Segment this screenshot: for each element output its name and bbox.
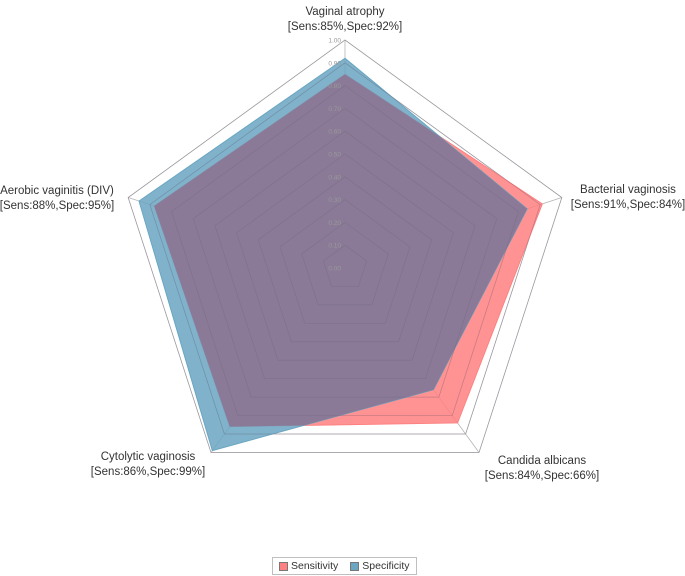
tick-label: 0.30 bbox=[328, 197, 341, 204]
tick-label: 0.00 bbox=[328, 266, 341, 273]
grid-ring bbox=[127, 39, 563, 453]
category-label-cytolytic-vaginosis: Cytolytic vaginosis bbox=[101, 451, 196, 463]
grid-ring-overlay bbox=[127, 39, 563, 453]
tick-label: 0.70 bbox=[328, 106, 341, 113]
grid-ring-overlay bbox=[192, 107, 498, 398]
legend-item-specificity: Specificity bbox=[350, 560, 410, 572]
tick-label: 0.90 bbox=[328, 60, 341, 67]
category-label-vaginal-atrophy: Vaginal atrophy bbox=[305, 6, 384, 18]
legend-swatch-specificity bbox=[350, 561, 360, 571]
series-overlap-area bbox=[154, 74, 528, 427]
grid-ring-overlay bbox=[301, 221, 389, 306]
grid-ring-overlay bbox=[279, 199, 411, 324]
tick-label: 0.20 bbox=[328, 220, 341, 227]
category-label-bacterial-vaginosis: Bacterial vaginosis bbox=[580, 184, 676, 196]
category-label-candida-albicans: Candida albicans bbox=[498, 455, 586, 467]
category-stats-aerobic-vaginitis-div: [Sens:88%,Spec:95%] bbox=[0, 200, 114, 212]
tick-label: 0.50 bbox=[328, 152, 341, 159]
grid-ring-overlay bbox=[171, 85, 519, 416]
category-stats-vaginal-atrophy: [Sens:85%,Spec:92%] bbox=[288, 21, 402, 33]
tick-label: 0.80 bbox=[328, 83, 341, 90]
tick-label: 1.00 bbox=[328, 38, 341, 45]
radial-tick-labels: 0.00 0.10 0.20 0.30 0.40 0.50 0.60 0.70 0.80 0.90… bbox=[328, 38, 341, 273]
grid-ring-overlay bbox=[149, 62, 541, 435]
legend-label-specificity: Specificity bbox=[362, 560, 410, 572]
tick-label: 0.40 bbox=[328, 174, 341, 181]
category-stats-bacterial-vaginosis: [Sens:91%,Spec:84%] bbox=[571, 199, 685, 211]
grid-ring-overlay bbox=[322, 244, 368, 287]
legend-item-sensitivity: Sensitivity bbox=[279, 560, 338, 572]
category-label-aerobic-vaginitis-div: Aerobic vaginitis (DIV) bbox=[0, 185, 114, 197]
grid-ring-overlay bbox=[257, 176, 433, 343]
category-labels: Vaginal atrophy [Sens:85%,Spec:92%] Bacter… bbox=[0, 6, 685, 482]
radar-series bbox=[127, 39, 563, 453]
chart-legend: Sensitivity Specificity bbox=[272, 557, 417, 575]
legend-label-sensitivity: Sensitivity bbox=[291, 560, 339, 572]
category-stats-cytolytic-vaginosis: [Sens:86%,Spec:99%] bbox=[91, 466, 205, 478]
grid-ring-overlay bbox=[236, 153, 454, 361]
tick-label: 0.60 bbox=[328, 129, 341, 136]
grid-ring-overlay bbox=[214, 130, 476, 380]
tick-label: 0.10 bbox=[328, 243, 341, 250]
category-stats-candida-albicans: [Sens:84%,Spec:66%] bbox=[485, 470, 599, 482]
legend-swatch-sensitivity bbox=[279, 561, 288, 571]
